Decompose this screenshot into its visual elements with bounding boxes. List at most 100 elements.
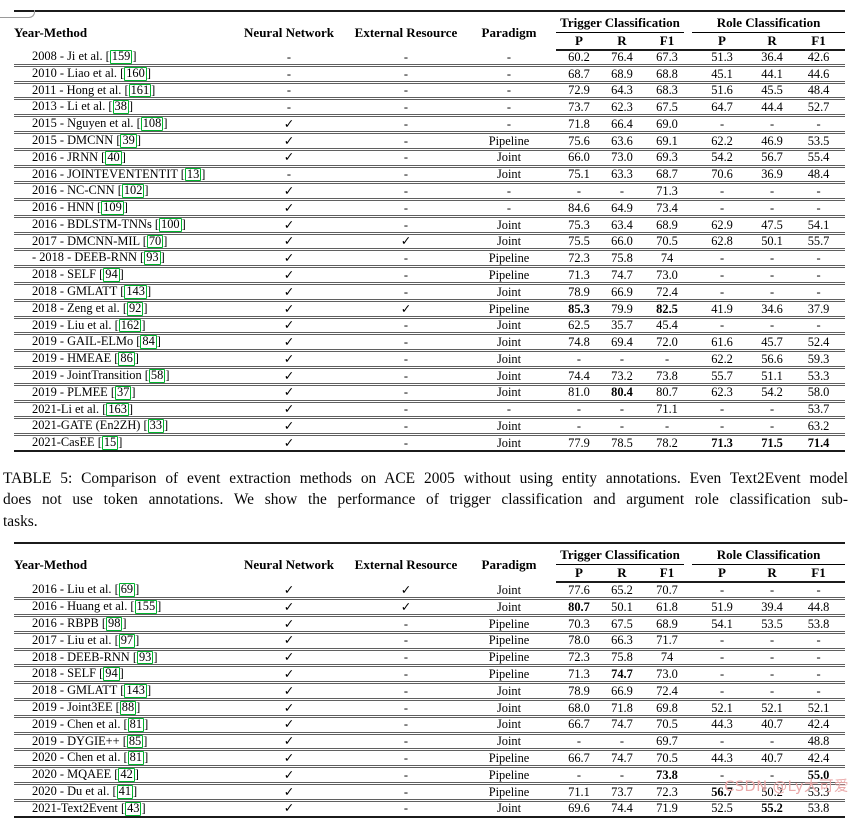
citation-link[interactable]: 40: [105, 149, 122, 165]
table-row: 2011 - Hong et al. [161] - - -72.9 64.3 68.3 5…: [14, 80, 846, 99]
method-cell: 2018 - DEEB-RNN [93]: [14, 647, 228, 666]
citation-link[interactable]: 92: [126, 300, 144, 316]
citation-link[interactable]: 37: [114, 384, 132, 400]
citation-link[interactable]: 81: [127, 716, 145, 732]
citation-link[interactable]: 38: [112, 99, 129, 115]
table-row: 2013 - Li et al. [38] - - -73.7 62.3 67.5 64.7…: [14, 97, 846, 116]
comparison-table-1: Year-Method Neural Network External Reso…: [14, 10, 846, 452]
metric-cell: -: [602, 181, 642, 200]
table-row: 2018 - Zeng et al. [92] ✓ ✓ Pipeline 85.3 79.…: [14, 298, 846, 318]
metric-cell: 34.6: [752, 298, 793, 318]
citation-link[interactable]: 86: [118, 351, 135, 366]
citation-link[interactable]: 160: [124, 65, 147, 81]
metric-cell: 62.2: [692, 349, 753, 368]
citation-link[interactable]: 159: [109, 50, 133, 64]
metric-cell: 82.5: [642, 298, 693, 318]
citation-link[interactable]: 42: [118, 767, 135, 782]
subcol-header-r: R: [602, 33, 642, 51]
group-header-label: Trigger Classification: [556, 547, 685, 566]
citation-link[interactable]: 108: [140, 116, 164, 132]
metric-cell: 44.6: [792, 63, 846, 83]
metric-cell: -: [752, 248, 793, 267]
citation-link[interactable]: 97: [118, 632, 136, 648]
citation-link[interactable]: 161: [128, 82, 152, 98]
metric-cell: 71.4: [792, 433, 846, 451]
paradigm-cell: Joint: [462, 164, 556, 183]
metric-cell: 72.0: [642, 332, 693, 351]
external-resource-cell: -: [350, 97, 462, 116]
metric-cell: 44.1: [752, 63, 793, 83]
citation-link[interactable]: 33: [147, 418, 165, 434]
external-resource-cell: -: [350, 365, 462, 385]
citation-link[interactable]: 88: [119, 699, 137, 715]
metric-cell: 59.3: [792, 349, 846, 368]
neural-network-cell: ✓: [228, 399, 350, 418]
citation-link[interactable]: 94: [103, 267, 120, 283]
citation-link[interactable]: 93: [144, 250, 161, 266]
citation-link[interactable]: 162: [118, 317, 142, 333]
external-resource-cell: -: [350, 181, 462, 200]
citation-link[interactable]: 102: [121, 183, 145, 199]
metric-cell: 78.0: [556, 630, 602, 650]
metric-cell: 66.3: [602, 630, 642, 650]
metric-cell: 67.5: [602, 613, 642, 633]
metric-cell: 68.7: [642, 164, 693, 183]
citation-link[interactable]: 85: [126, 733, 144, 749]
external-resource-cell: -: [350, 282, 462, 301]
table-row: 2021-Text2Event [43] ✓ - Joint 69.6 74.4 71.9 5…: [14, 798, 846, 817]
metric-cell: 52.7: [792, 97, 846, 116]
metric-cell: 56.7: [752, 147, 793, 167]
metric-cell: 71.9: [642, 798, 693, 817]
citation-link[interactable]: 39: [120, 133, 137, 148]
metric-cell: 74.7: [602, 714, 642, 734]
citation-link[interactable]: 84: [140, 334, 157, 350]
external-resource-cell: -: [350, 433, 462, 451]
metric-cell: 56.6: [752, 349, 793, 368]
metric-cell: 54.1: [792, 214, 846, 234]
metric-cell: 44.4: [752, 97, 793, 116]
metric-cell: 62.9: [692, 214, 753, 234]
neural-network-cell: ✓: [228, 714, 350, 734]
citation-link[interactable]: 81: [127, 750, 145, 766]
metric-cell: 53.8: [792, 613, 846, 633]
citation-link[interactable]: 58: [148, 367, 166, 383]
metric-cell: 51.1: [752, 365, 793, 385]
table-row: 2019 - GAIL-ELMo [84] ✓ - Joint 74.8 69.4 72.0…: [14, 332, 846, 351]
method-cell: 2016 - BDLSTM-TNNs [100]: [14, 214, 228, 234]
method-cell: 2018 - Zeng et al. [92]: [14, 298, 228, 318]
citation-link[interactable]: 143: [124, 284, 147, 299]
paradigm-cell: Joint: [462, 282, 556, 301]
paradigm-cell: -: [462, 63, 556, 83]
citation-link[interactable]: 15: [101, 435, 119, 450]
citation-link[interactable]: 109: [101, 200, 124, 215]
paradigm-cell: Pipeline: [462, 748, 556, 767]
paradigm-cell: Pipeline: [462, 248, 556, 267]
metric-cell: -: [792, 198, 846, 217]
external-resource-cell: -: [350, 332, 462, 351]
citation-link[interactable]: 143: [124, 683, 147, 698]
citation-link[interactable]: 155: [134, 599, 158, 614]
table-row: 2019 - HMEAE [86] ✓ - Joint - - -62.2 56.6 59.3: [14, 349, 846, 368]
metric-cell: 78.9: [556, 681, 602, 700]
citation-link[interactable]: 94: [103, 666, 120, 682]
metric-cell: 72.4: [642, 282, 693, 301]
citation-link[interactable]: 98: [106, 615, 123, 631]
citation-link[interactable]: 93: [136, 649, 154, 665]
neural-network-cell: ✓: [228, 731, 350, 750]
metric-cell: -: [692, 315, 753, 334]
citation-link[interactable]: 13: [184, 166, 202, 182]
citation-link[interactable]: 43: [125, 800, 142, 816]
metric-cell: 53.8: [792, 798, 846, 817]
subcol-header-r: R: [752, 565, 793, 584]
citation-link[interactable]: 70: [146, 233, 164, 249]
metric-cell: -: [692, 630, 753, 650]
citation-link[interactable]: 100: [159, 216, 182, 232]
method-cell: 2021-GATE (En2ZH) [33]: [14, 416, 228, 435]
citation-link[interactable]: 69: [118, 582, 136, 597]
neural-network-cell: ✓: [228, 298, 350, 318]
paradigm-cell: Joint: [462, 214, 556, 234]
metric-cell: 48.4: [792, 80, 846, 99]
citation-link[interactable]: 163: [106, 401, 129, 417]
metric-cell: 77.6: [568, 583, 590, 598]
metric-cell: -: [792, 114, 846, 133]
